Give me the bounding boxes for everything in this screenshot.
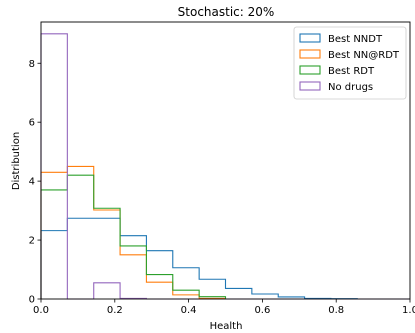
legend-label-best-nn-rdt: Best NN@RDT xyxy=(328,50,400,61)
ticks-layer: 0.0 0.2 0.4 0.6 0.8 1.0 0 2 4 6 8 xyxy=(29,59,415,316)
y-axis-label: Distribution xyxy=(11,132,22,190)
legend-swatch-no-drugs xyxy=(299,81,321,91)
series-best-nndt-step xyxy=(40,217,410,300)
x-tick-label: 0.8 xyxy=(328,305,344,316)
x-tick-label: 0.2 xyxy=(107,305,123,316)
legend-label-no-drugs: No drugs xyxy=(328,82,373,93)
legend: Best NNDT Best NN@RDT Best RDT No drugs xyxy=(293,26,407,100)
y-tick-label: 0 xyxy=(29,295,35,306)
x-axis-label: Health xyxy=(210,321,243,332)
legend-swatch-best-nndt xyxy=(299,33,321,43)
legend-label-best-rdt: Best RDT xyxy=(328,66,375,77)
x-tick-label: 0.0 xyxy=(33,305,49,316)
legend-swatch-best-nn-rdt xyxy=(299,49,321,59)
legend-label-best-nndt: Best NNDT xyxy=(328,34,383,45)
axes-frame xyxy=(40,21,411,300)
y-tick-label: 2 xyxy=(29,236,35,247)
x-tick-label: 0.6 xyxy=(254,305,270,316)
x-tick-label: 1.0 xyxy=(402,305,415,316)
y-tick-label: 6 xyxy=(29,118,35,129)
y-tick-label: 8 xyxy=(29,59,35,70)
legend-swatch-best-rdt xyxy=(299,65,321,75)
chart-title: Stochastic: 20% xyxy=(178,5,275,19)
x-tick-label: 0.4 xyxy=(181,305,197,316)
y-tick-label: 4 xyxy=(29,177,35,188)
legend-box xyxy=(293,26,407,100)
